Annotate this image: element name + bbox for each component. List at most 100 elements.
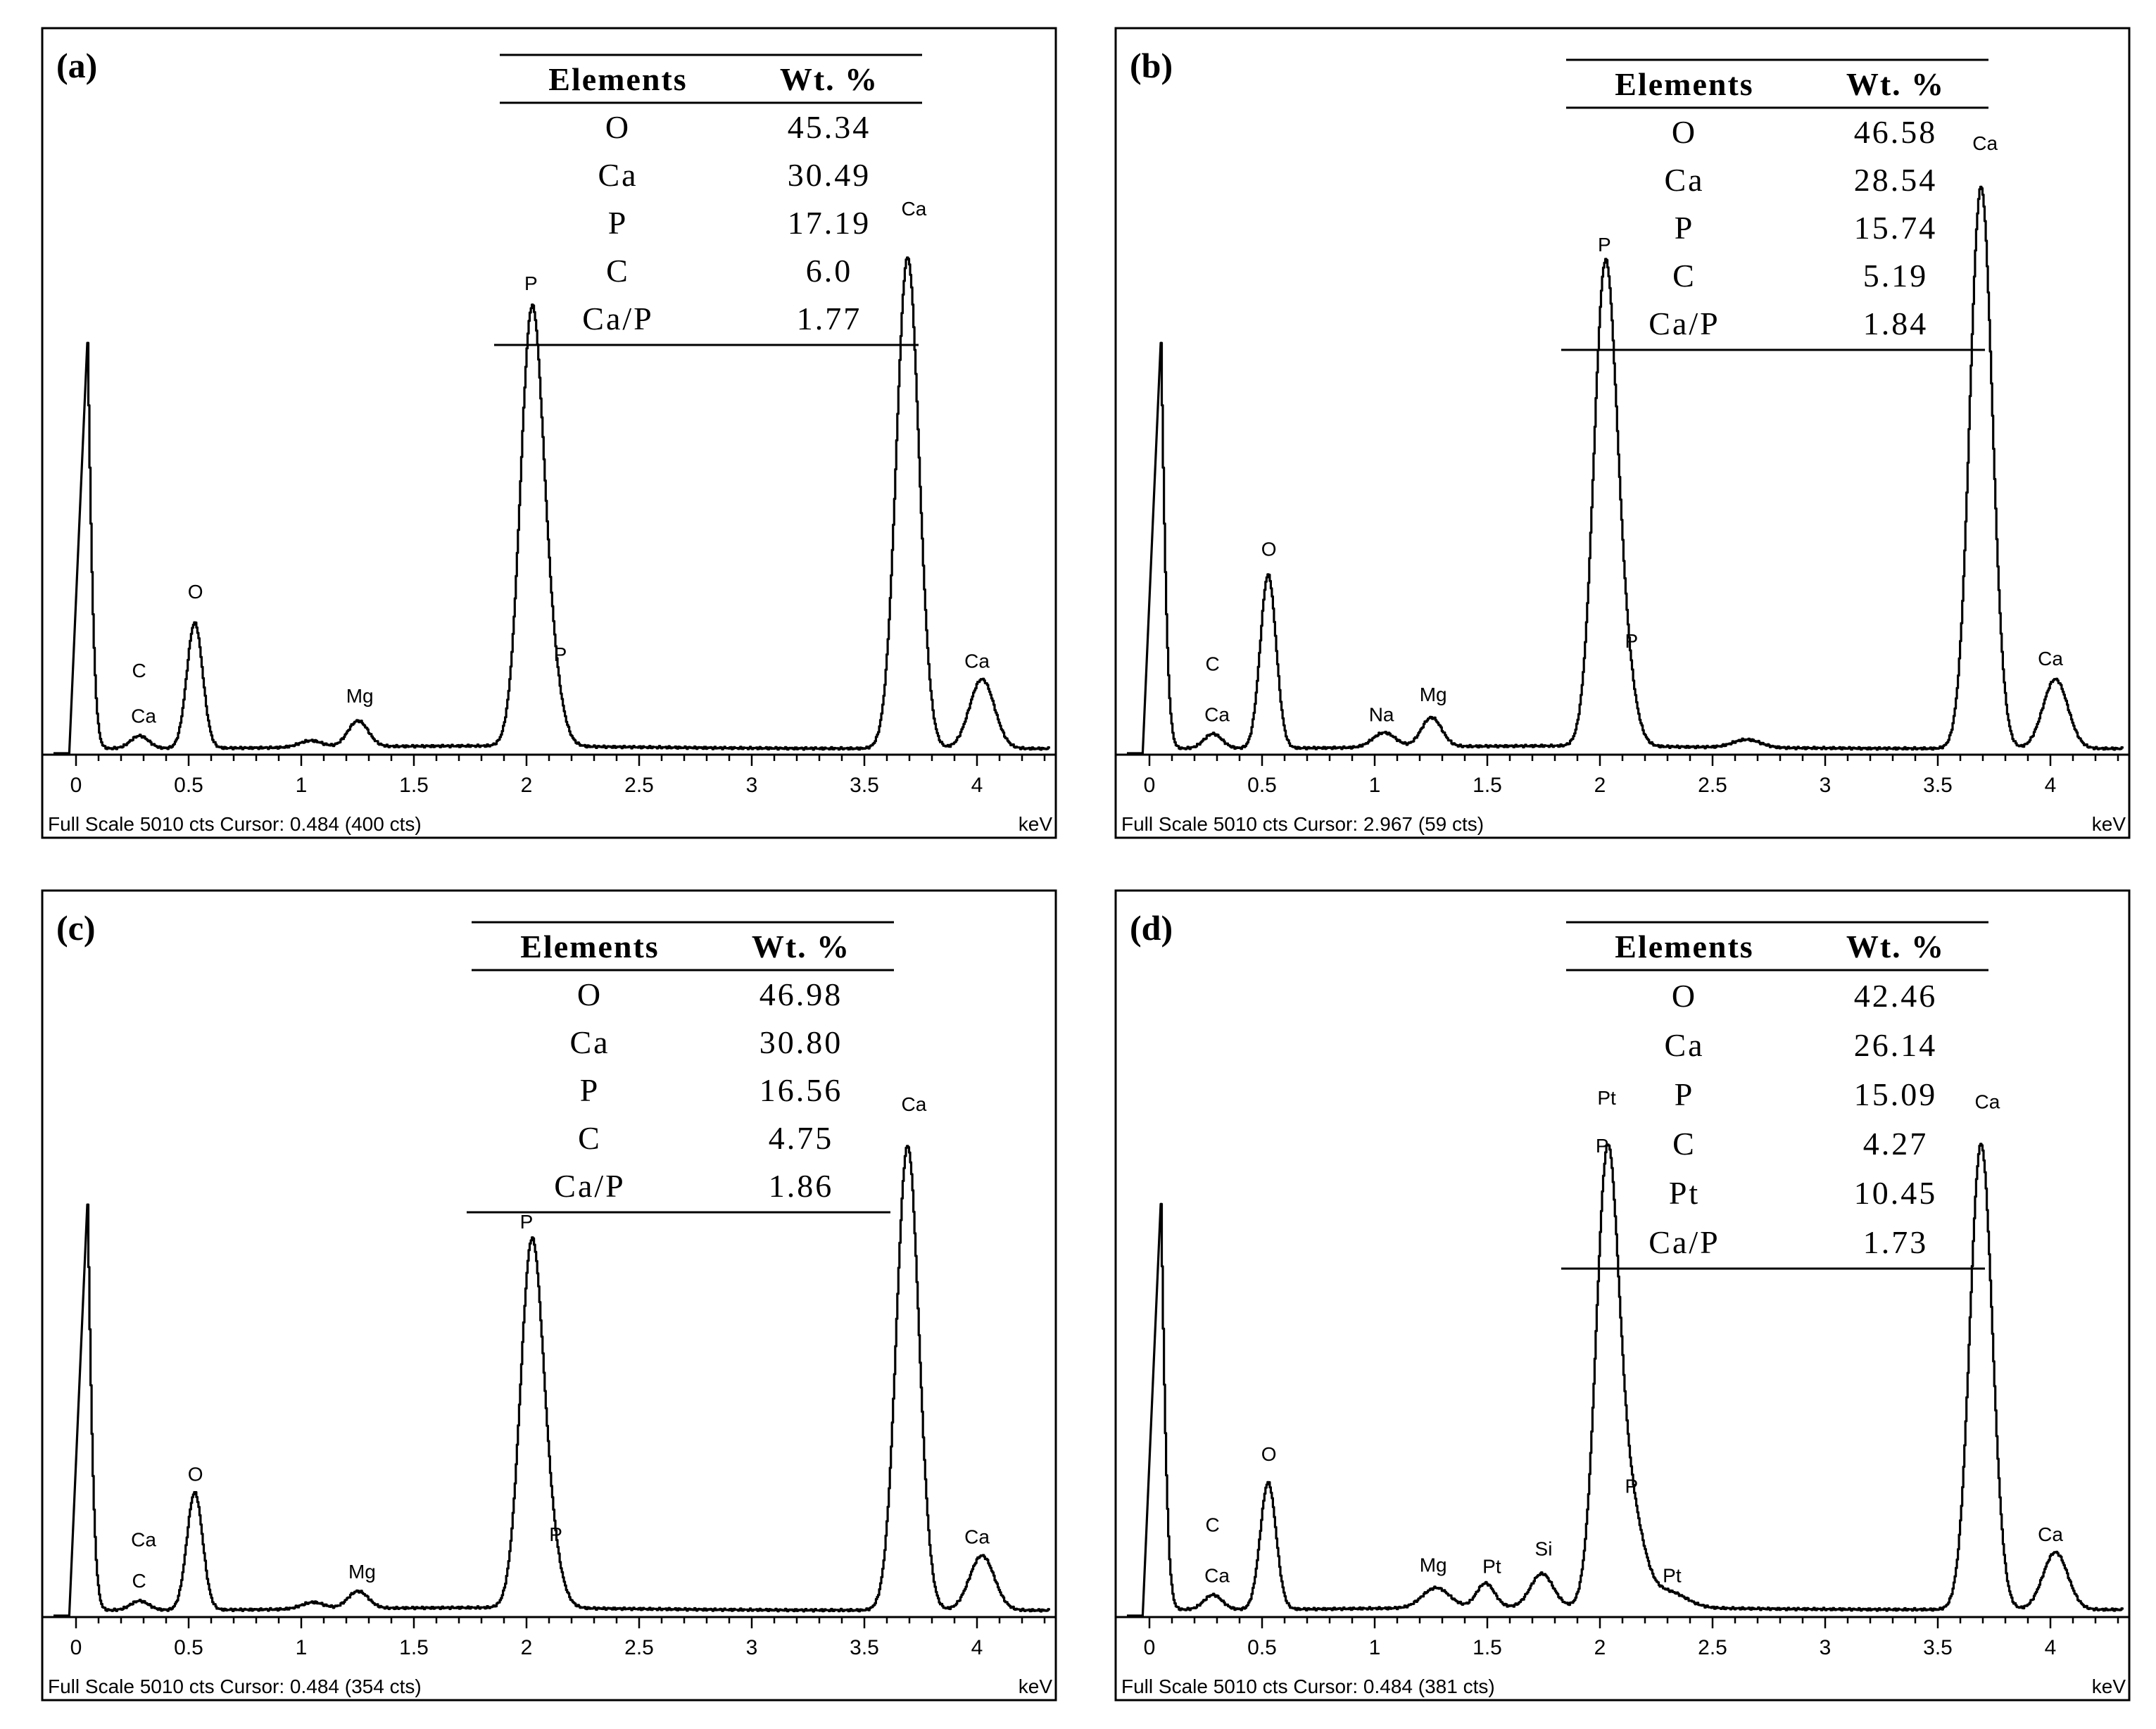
x-tick-label: 1.5	[1473, 774, 1502, 797]
table-cell-element: P	[1675, 1076, 1695, 1112]
table-cell-element: P	[608, 205, 629, 241]
table-cell-element: Ca/P	[1648, 306, 1720, 341]
peak-label: P	[1625, 630, 1638, 652]
table-cell-element: Ca/P	[582, 301, 653, 337]
peak-label: Ca	[1204, 1565, 1230, 1587]
table-cell-weight: 46.58	[1854, 114, 1938, 150]
spectrum-line	[53, 256, 1050, 755]
spectrum-line	[1127, 185, 2124, 755]
footer-status: Full Scale 5010 cts Cursor: 2.967 (59 ct…	[1121, 813, 1484, 835]
table-cell-weight: 4.27	[1863, 1126, 1929, 1162]
table-cell-element: Ca	[1664, 162, 1704, 198]
peak-label: P	[524, 272, 538, 294]
table-header-wt: Wt. %	[1846, 66, 1945, 102]
eds-panel-b: 0 0.5 1 1.5 2 2.5 3 3.5 4 Full Scale 5010 cts Cur…	[1109, 21, 2136, 845]
x-tick-label: 3.5	[850, 1636, 879, 1659]
table-cell-weight: 15.09	[1854, 1076, 1938, 1112]
eds-panel-c: 0 0.5 1 1.5 2 2.5 3 3.5 4 Full Scale 5010 cts Cur…	[35, 884, 1063, 1707]
table-cell-weight: 1.86	[769, 1168, 834, 1204]
x-tick-label: 0.5	[1247, 1636, 1277, 1659]
x-tick-label: 4	[971, 774, 983, 797]
x-tick-label: 1	[1369, 1636, 1381, 1659]
peak-label: Na	[1369, 703, 1394, 725]
table-cell-weight: 10.45	[1854, 1175, 1938, 1211]
table-header-wt: Wt. %	[780, 61, 878, 97]
table-header-elements: Elements	[548, 61, 687, 97]
x-tick-label: 1	[1369, 774, 1381, 797]
x-tick-label: 1	[296, 774, 308, 797]
x-tick-label: 3	[1820, 1636, 1832, 1659]
x-tick-label: 0	[70, 774, 82, 797]
table-header-wt: Wt. %	[1846, 929, 1945, 964]
x-axis-unit: keV	[2092, 1675, 2126, 1697]
panel-letter: (c)	[56, 908, 96, 948]
x-tick-label: 1.5	[399, 1636, 429, 1659]
peak-label: O	[1261, 538, 1277, 560]
table-header-elements: Elements	[520, 929, 659, 964]
x-tick-label: 2	[521, 774, 533, 797]
table-cell-weight: 5.19	[1863, 258, 1929, 294]
peak-label: Si	[1535, 1538, 1553, 1560]
peak-label: P	[1598, 234, 1611, 256]
table-cell-element: Ca/P	[554, 1168, 625, 1204]
peak-label: Pt	[1597, 1087, 1616, 1109]
table-cell-weight: 1.84	[1863, 306, 1929, 341]
panel-letter: (d)	[1130, 908, 1173, 948]
peak-label: C	[1205, 1514, 1219, 1536]
x-tick-label: 2.5	[624, 774, 654, 797]
peak-label: P	[554, 643, 567, 665]
peak-label: Pt	[1482, 1555, 1501, 1577]
table-cell-element: O	[1672, 114, 1697, 150]
peak-label: P	[1596, 1135, 1609, 1157]
table-cell-weight: 4.75	[769, 1120, 834, 1156]
table-cell-weight: 15.74	[1854, 210, 1938, 246]
x-tick-label: 3.5	[1923, 1636, 1953, 1659]
x-tick-label: 2	[521, 1636, 533, 1659]
panel-letter: (b)	[1130, 46, 1173, 85]
table-header-elements: Elements	[1615, 66, 1753, 102]
table-cell-element: Ca	[569, 1024, 610, 1060]
x-tick-label: 3	[746, 1636, 758, 1659]
x-tick-label: 2.5	[624, 1636, 654, 1659]
x-tick-label: 4	[2045, 774, 2057, 797]
x-tick-label: 1.5	[399, 774, 429, 797]
peak-label: Ca	[964, 1526, 990, 1548]
x-tick-label: 2.5	[1698, 1636, 1727, 1659]
table-cell-weight: 30.80	[759, 1024, 843, 1060]
table-cell-element: C	[1672, 258, 1696, 294]
table-header-elements: Elements	[1615, 929, 1753, 964]
eds-spectrum-b: 0 0.5 1 1.5 2 2.5 3 3.5 4 Full Scale 5010 cts Cur…	[1114, 27, 2131, 839]
peak-label: Ca	[902, 198, 927, 220]
table-cell-element: O	[1672, 978, 1697, 1014]
table-cell-weight: 42.46	[1854, 978, 1938, 1014]
peak-label: Ca	[964, 650, 990, 672]
x-tick-label: 3.5	[1923, 774, 1953, 797]
spectrum-line	[53, 1145, 1050, 1617]
table-cell-element: O	[605, 109, 631, 145]
peak-label: C	[1205, 653, 1219, 674]
peak-label: Mg	[348, 1561, 376, 1583]
peak-label: Ca	[131, 1528, 156, 1550]
table-cell-weight: 1.77	[797, 301, 862, 337]
peak-label: Ca	[131, 705, 156, 727]
x-tick-label: 3	[746, 774, 758, 797]
footer-status: Full Scale 5010 cts Cursor: 0.484 (381 c…	[1121, 1675, 1495, 1697]
table-cell-element: P	[580, 1072, 600, 1108]
table-cell-element: Pt	[1669, 1175, 1700, 1211]
peak-label: Mg	[1420, 1554, 1447, 1576]
table-cell-weight: 45.34	[788, 109, 871, 145]
x-tick-label: 3.5	[850, 774, 879, 797]
peak-label: Ca	[902, 1093, 927, 1115]
eds-spectrum-a: 0 0.5 1 1.5 2 2.5 3 3.5 4 Full Scale 5010 cts Cur…	[41, 27, 1057, 839]
x-tick-label: 0	[70, 1636, 82, 1659]
x-tick-label: 2	[1594, 774, 1606, 797]
peak-label: O	[188, 1463, 203, 1485]
x-tick-label: 0.5	[1247, 774, 1277, 797]
peak-label: C	[132, 660, 146, 681]
eds-panel-a: 0 0.5 1 1.5 2 2.5 3 3.5 4 Full Scale 5010 cts Cur…	[35, 21, 1063, 845]
table-cell-element: C	[606, 253, 630, 289]
x-tick-label: 2	[1594, 1636, 1606, 1659]
plot-frame	[41, 889, 1057, 1702]
peak-label: Ca	[1204, 703, 1230, 725]
table-cell-weight: 26.14	[1854, 1027, 1938, 1063]
